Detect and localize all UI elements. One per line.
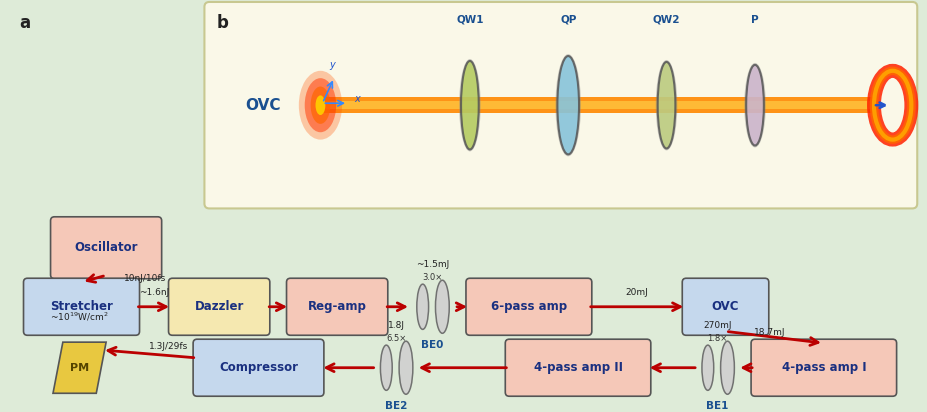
Text: 1.8J: 1.8J <box>387 321 405 330</box>
FancyBboxPatch shape <box>466 278 591 335</box>
Ellipse shape <box>657 62 676 148</box>
Text: QP: QP <box>560 15 577 25</box>
Polygon shape <box>53 342 106 393</box>
Text: b: b <box>216 14 228 32</box>
Ellipse shape <box>744 63 766 147</box>
Ellipse shape <box>461 61 478 150</box>
Text: Compressor: Compressor <box>219 361 298 374</box>
Ellipse shape <box>886 92 899 118</box>
Text: 6.5×: 6.5× <box>386 334 406 343</box>
Text: QW2: QW2 <box>653 15 680 25</box>
Text: PM: PM <box>70 363 89 373</box>
FancyBboxPatch shape <box>751 339 896 396</box>
Ellipse shape <box>459 59 481 152</box>
Ellipse shape <box>557 56 579 154</box>
Text: Dazzler: Dazzler <box>195 300 244 313</box>
FancyBboxPatch shape <box>193 339 324 396</box>
Ellipse shape <box>311 87 330 124</box>
Text: BE1: BE1 <box>706 401 729 411</box>
Text: Stretcher: Stretcher <box>50 300 113 313</box>
Text: BE0: BE0 <box>422 340 444 350</box>
Text: x: x <box>354 94 360 104</box>
Text: 18.7mJ: 18.7mJ <box>754 328 785 337</box>
Ellipse shape <box>298 71 342 140</box>
Text: ~10$^{19}$W/cm$^2$: ~10$^{19}$W/cm$^2$ <box>50 310 108 323</box>
FancyBboxPatch shape <box>505 339 651 396</box>
Text: 3.0×: 3.0× <box>423 273 443 282</box>
Ellipse shape <box>746 65 764 145</box>
Ellipse shape <box>655 60 678 150</box>
Ellipse shape <box>305 78 337 132</box>
Bar <box>323 97 873 113</box>
FancyBboxPatch shape <box>23 278 140 335</box>
Text: Oscillator: Oscillator <box>74 241 138 254</box>
Text: 270mJ: 270mJ <box>704 321 732 330</box>
FancyBboxPatch shape <box>682 278 768 335</box>
Text: ~1.6nJ: ~1.6nJ <box>139 288 169 297</box>
Text: QW1: QW1 <box>456 15 484 25</box>
Text: 4-pass amp I: 4-pass amp I <box>781 361 866 374</box>
Ellipse shape <box>720 341 734 394</box>
Text: OVC: OVC <box>246 98 281 113</box>
Text: 10nJ/10fs: 10nJ/10fs <box>124 274 167 283</box>
Ellipse shape <box>417 284 428 329</box>
Text: 20mJ: 20mJ <box>626 288 648 297</box>
Text: y: y <box>329 60 336 70</box>
Ellipse shape <box>555 54 581 156</box>
FancyBboxPatch shape <box>169 278 270 335</box>
Text: 6-pass amp: 6-pass amp <box>490 300 567 313</box>
Text: BE2: BE2 <box>385 401 407 411</box>
Ellipse shape <box>702 345 714 390</box>
Ellipse shape <box>380 345 392 390</box>
Bar <box>323 101 873 109</box>
Ellipse shape <box>315 95 325 115</box>
Text: 1.3J/29fs: 1.3J/29fs <box>149 342 189 351</box>
Text: 1.8×: 1.8× <box>707 334 728 343</box>
FancyBboxPatch shape <box>51 217 161 279</box>
Ellipse shape <box>400 341 413 394</box>
Text: Reg-amp: Reg-amp <box>308 300 366 313</box>
Text: 4-pass amp II: 4-pass amp II <box>534 361 623 374</box>
Text: OVC: OVC <box>712 300 739 313</box>
Text: P: P <box>751 15 759 25</box>
FancyBboxPatch shape <box>205 2 917 208</box>
Ellipse shape <box>436 280 450 333</box>
Text: a: a <box>19 14 31 32</box>
Text: ~1.5mJ: ~1.5mJ <box>416 260 450 269</box>
FancyBboxPatch shape <box>286 278 387 335</box>
